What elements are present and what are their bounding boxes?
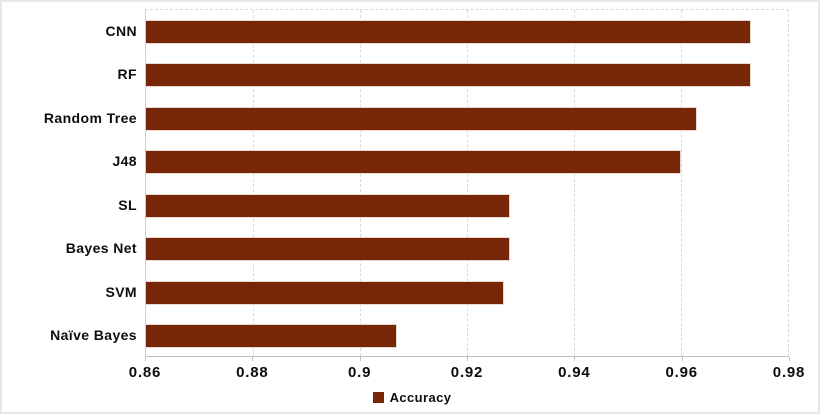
bar-rf xyxy=(146,63,751,87)
bar-random-tree xyxy=(146,106,698,131)
legend-label-accuracy: Accuracy xyxy=(389,390,452,405)
category-axis: CNN RF Random Tree J48 SL Bayes Net SVM Naïve B… xyxy=(2,9,137,357)
legend: Accuracy xyxy=(2,390,818,405)
category-label: J48 xyxy=(112,153,137,170)
bar-cnn xyxy=(146,19,751,44)
x-tick-mark xyxy=(789,357,790,361)
bar-row xyxy=(146,10,788,54)
category-label: Naïve Bayes xyxy=(50,327,137,344)
x-tick-mark xyxy=(467,357,468,361)
gridline xyxy=(253,10,254,356)
x-tick-mark xyxy=(681,357,683,361)
x-axis: 0.86 0.88 0.9 0.92 0.94 0.96 0.98 xyxy=(2,364,818,386)
x-tick-label: 0.94 xyxy=(558,364,591,381)
category-label: RF xyxy=(117,66,137,83)
x-tick-label: 0.86 xyxy=(128,364,162,381)
x-tick-mark xyxy=(252,357,254,361)
bar-row xyxy=(146,54,788,98)
bar-row xyxy=(146,97,788,141)
legend-swatch-accuracy xyxy=(372,392,384,403)
category-label: Random Tree xyxy=(43,109,137,126)
bar-sl xyxy=(146,193,510,218)
bar-row xyxy=(146,184,788,228)
x-tick-label: 0.98 xyxy=(772,364,806,381)
gridline xyxy=(574,10,575,356)
bar-row xyxy=(146,141,788,185)
x-tick-label: 0.9 xyxy=(348,364,372,381)
x-tick-mark xyxy=(574,357,576,361)
category-label: SVM xyxy=(105,283,137,300)
x-tick-mark xyxy=(359,357,361,361)
bar-j48 xyxy=(146,150,681,174)
x-tick-mark xyxy=(145,357,146,361)
bar-row xyxy=(146,271,788,315)
gridline xyxy=(467,10,468,356)
bar-naïve-bayes xyxy=(146,324,398,348)
category-label: CNN xyxy=(105,22,137,39)
x-tick-label: 0.92 xyxy=(450,364,484,381)
bar-svm xyxy=(146,280,505,305)
bar-row xyxy=(146,315,788,359)
plot-area xyxy=(145,9,789,357)
x-tick-label: 0.96 xyxy=(665,364,698,381)
bar-row xyxy=(146,228,788,272)
bar-bayes-net xyxy=(146,237,510,261)
category-label: SL xyxy=(118,196,137,213)
gridline xyxy=(681,10,682,356)
gridline xyxy=(360,10,361,356)
category-label: Bayes Net xyxy=(65,240,137,257)
x-tick-label: 0.88 xyxy=(236,364,269,381)
